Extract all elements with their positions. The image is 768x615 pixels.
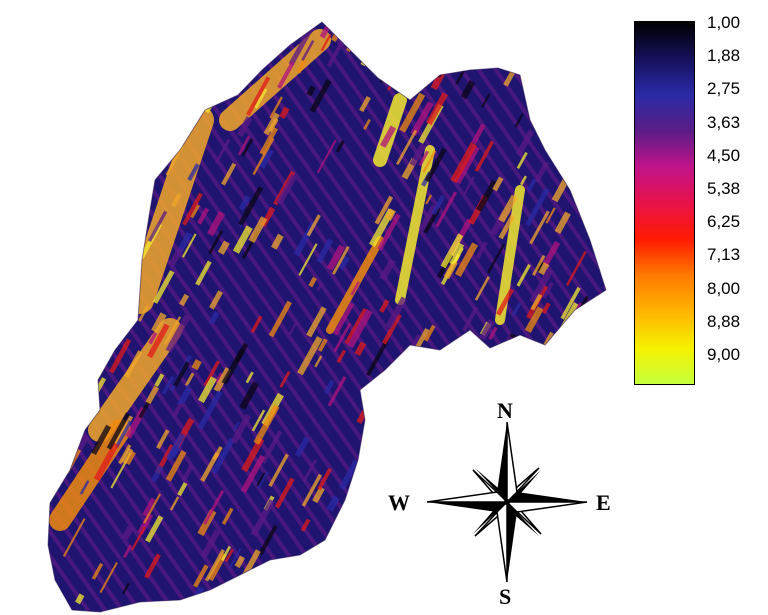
legend-label: 9,00 — [707, 345, 741, 364]
legend-label: 6,25 — [707, 212, 741, 232]
legend-label: 3,63 — [707, 112, 741, 132]
compass-star-icon — [426, 421, 588, 583]
compass-rose: N S W E — [388, 400, 616, 610]
compass-east-label: E — [596, 490, 611, 515]
legend-label: 2,75 — [707, 79, 741, 99]
compass-west-label: W — [388, 490, 410, 515]
legend-label: 7,13 — [707, 245, 741, 265]
compass-south-label: S — [499, 584, 512, 609]
legend-label: 1,00 — [707, 13, 741, 32]
legend-label: 4,50 — [707, 145, 741, 165]
compass-north-label: N — [497, 398, 513, 423]
legend-label: 5,38 — [707, 179, 741, 198]
legend-label: 1,88 — [707, 46, 741, 66]
legend-colorbar — [634, 21, 695, 385]
legend-label: 8,00 — [707, 278, 741, 298]
legend-label: 8,88 — [707, 311, 741, 331]
